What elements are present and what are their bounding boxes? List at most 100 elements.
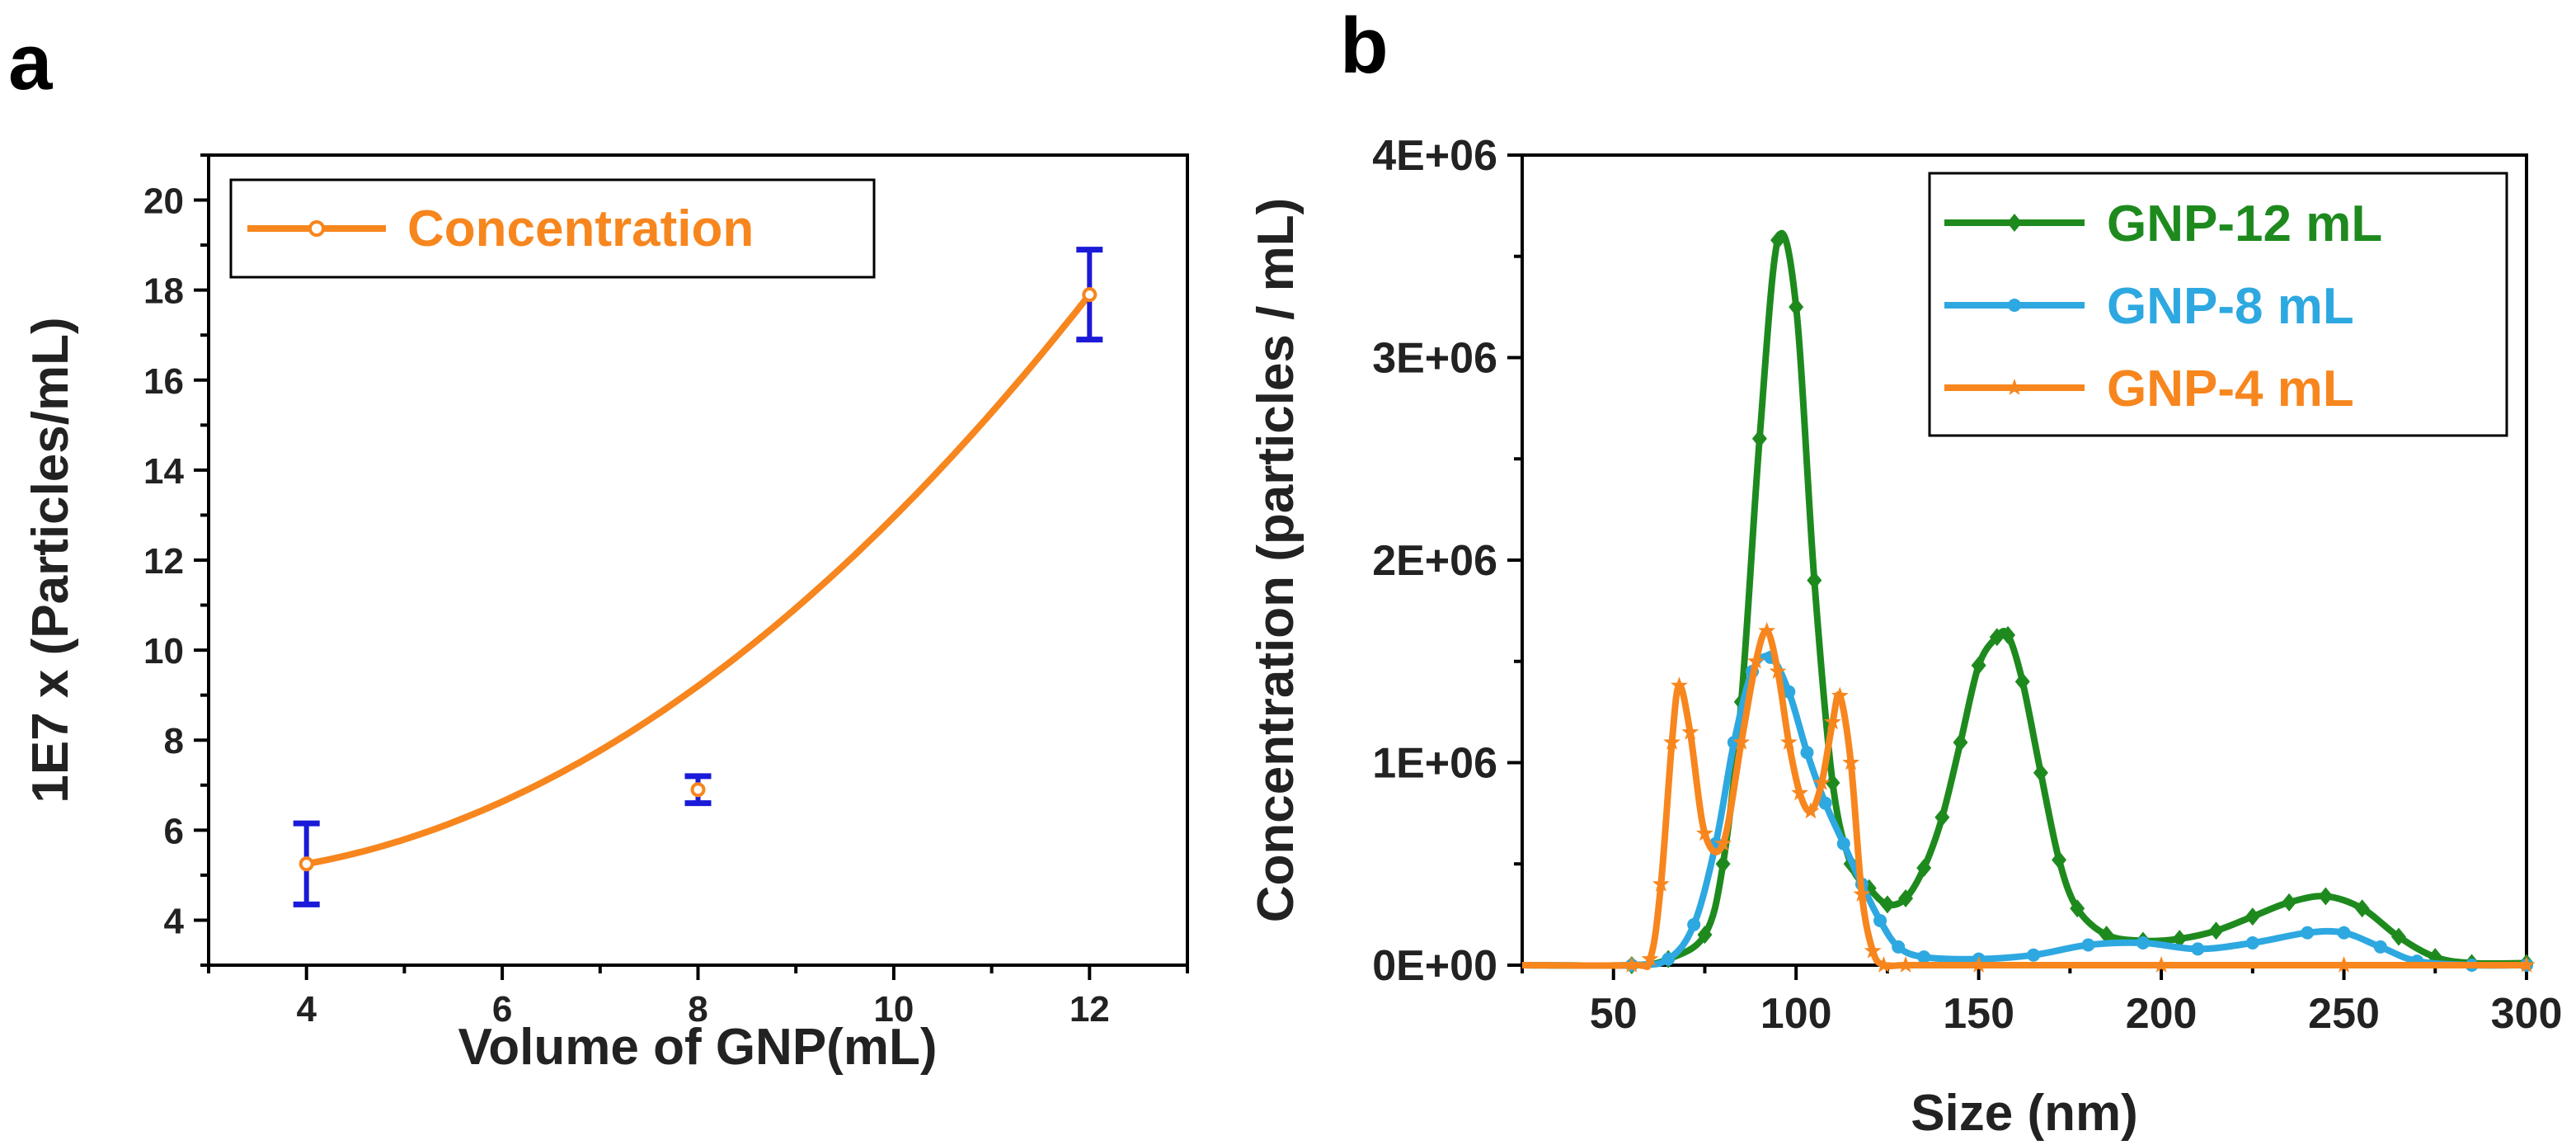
chart-b-point-1 (1687, 917, 1701, 931)
chart-b-point-0 (2172, 930, 2188, 949)
chart-b-point-1 (1836, 836, 1850, 851)
chart-b-point-1 (1892, 940, 1906, 954)
chart-b-point-1 (1662, 952, 1676, 966)
chart-b-point-2 (1671, 676, 1688, 694)
chart-b-point-2 (1802, 802, 1820, 819)
chart-b-point-2 (2517, 956, 2536, 973)
chart-a-xtick-label: 12 (1069, 989, 1110, 1030)
chart-b-ylabel: Concentration (particles / mL) (1248, 198, 1304, 922)
chart-b-ticks: 50 100 150 200 250 300 0E+00 1E+06 2E+06 3E+06 4E+… (1372, 132, 2562, 1038)
chart-b-point-0 (2208, 921, 2224, 940)
chart-b-point-0 (2033, 763, 2048, 782)
chart-b-xtick-label: 300 (2491, 990, 2563, 1038)
chart-b-xtick-label: 50 (1590, 990, 1638, 1038)
chart-a-fit-curve (305, 292, 1093, 868)
chart-a-ytick-label: 18 (143, 271, 184, 312)
chart-b-point-0 (1751, 429, 1767, 448)
chart-a-xtick-label: 4 (296, 989, 317, 1030)
chart-b-point-1 (1917, 950, 1931, 964)
chart-b-point-0 (2099, 926, 2114, 945)
chart-b-legend-marker-2 (2005, 379, 2024, 395)
chart-b-legend-label-1: GNP-8 mL (2107, 278, 2354, 335)
chart-a-point (298, 856, 314, 872)
chart-b-point-2 (2335, 956, 2353, 973)
chart-a-point (690, 782, 706, 798)
chart-a-ytick-label: 8 (164, 721, 184, 761)
chart-b-point-0 (2390, 927, 2406, 946)
chart-b-point-0 (2000, 625, 2016, 644)
chart-a-ytick-label: 4 (164, 901, 185, 941)
chart-b-xtick-label: 100 (1760, 990, 1832, 1038)
chart-a-ytick-label: 10 (143, 631, 184, 671)
chart-b-point-0 (1971, 656, 1986, 675)
chart-b-point-2 (1897, 956, 1915, 973)
chart-b-point-0 (1715, 855, 1731, 874)
chart-b-point-0 (1789, 298, 1804, 317)
chart-b-point-0 (2282, 893, 2297, 912)
chart-b-legend: GNP-12 mL GNP-8 mL GNP-4 mL (1944, 196, 2382, 417)
chart-a-ytick-label: 20 (143, 181, 184, 222)
chart-b-legend-marker-1 (2008, 299, 2021, 312)
chart-b-point-2 (1812, 774, 1831, 790)
chart-a-ticks: 4 6 8 10 12 4 6 8 10 12 14 16 18 20 (143, 153, 1189, 1030)
chart-b-point-0 (1697, 926, 1713, 945)
chart-b-point-2 (1970, 956, 1988, 973)
chart-b-point-2 (1769, 662, 1787, 679)
chart-b-point-1 (2136, 935, 2150, 949)
chart-a-ytick-label: 12 (143, 541, 184, 582)
chart-b-point-0 (2014, 672, 2030, 691)
chart-b-ytick-label: 3E+06 (1372, 335, 1497, 383)
chart-a-xlabel: Volume of GNP(mL) (458, 1019, 938, 1076)
chart-b-point-0 (1898, 888, 1914, 907)
chart-b-point-1 (2081, 938, 2095, 952)
chart-b-point-2 (1831, 686, 1849, 704)
chart-b-point-2 (1714, 834, 1732, 851)
chart-b-point-1 (1818, 796, 1832, 810)
chart-a-marks (293, 247, 1103, 907)
chart-b-point-0 (1953, 733, 1968, 752)
chart-b-point-2 (1842, 753, 1860, 770)
chart-b-point-2 (1663, 733, 1681, 750)
chart-b-point-1 (1873, 913, 1887, 927)
chart-a-ylabel: 1E7 x (Particles/mL) (22, 317, 79, 803)
chart-b-ytick-label: 1E+06 (1372, 740, 1497, 788)
chart-b-legend-label-0: GNP-12 mL (2107, 196, 2382, 252)
chart-b-point-1 (2373, 940, 2387, 954)
chart-b-point-0 (1934, 808, 1950, 827)
chart-b-point-2 (1779, 733, 1798, 750)
chart-b-point-1 (2027, 948, 2041, 962)
chart-a-ytick-label: 16 (143, 361, 184, 402)
chart-b-point-0 (1989, 628, 2005, 647)
chart-a-point (1082, 287, 1098, 303)
chart-b-point-1 (2301, 926, 2315, 940)
chart-a-ytick-label: 14 (143, 451, 184, 492)
chart-b-point-2 (1641, 949, 1659, 967)
chart-b-ytick-label: 0E+00 (1372, 942, 1497, 990)
chart-b-point-1 (2191, 942, 2205, 956)
chart-b-xtick-label: 150 (1943, 990, 2014, 1038)
chart-a-legend-marker (308, 220, 325, 237)
chart-b-point-2 (1791, 784, 1809, 801)
chart-b-point-1 (1800, 746, 1814, 760)
chart-b-ytick-label: 4E+06 (1372, 132, 1497, 180)
chart-b-point-0 (1879, 895, 1895, 914)
chart-b-point-1 (2337, 926, 2351, 940)
chart-b-point-0 (2245, 907, 2260, 926)
chart-b-point-2 (1652, 874, 1670, 892)
chart-b-point-0 (2052, 851, 2067, 869)
chart-b-point-2 (2152, 956, 2170, 973)
chart-b-legend-label-2: GNP-4 mL (2107, 360, 2354, 417)
chart-b-point-2 (1696, 824, 1713, 841)
chart-b-point-2 (1853, 885, 1871, 902)
panel-b-letter: b (1340, 2, 1389, 90)
chart-b-point-2 (1864, 941, 1882, 959)
chart-b-point-2 (1681, 723, 1699, 740)
chart-b-point-0 (1825, 774, 1840, 793)
chart-b-point-1 (1782, 685, 1796, 699)
panel-a-letter: a (8, 18, 53, 106)
chart-b-point-2 (1732, 733, 1751, 750)
chart-b-point-0 (1807, 571, 1822, 590)
chart-b-point-2 (1747, 652, 1765, 669)
chart-b-point-1 (2245, 935, 2259, 949)
